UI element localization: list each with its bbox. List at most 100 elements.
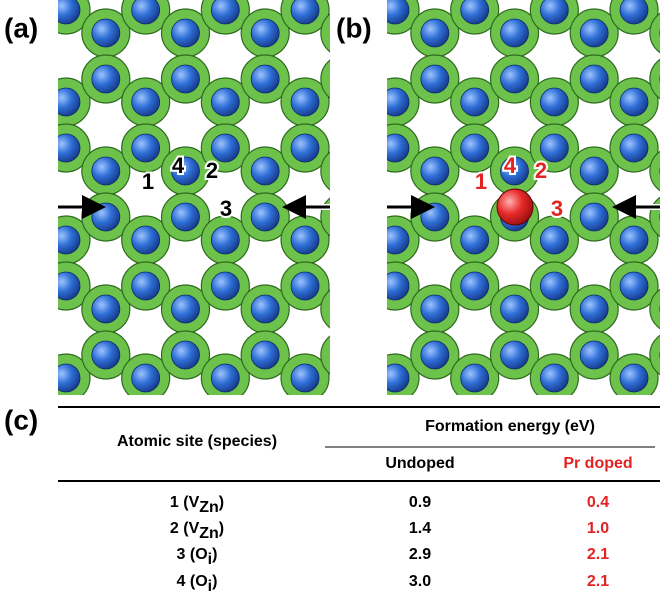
value-cell: 0.4 xyxy=(587,494,609,511)
header-cell: Atomic site (species) xyxy=(117,433,277,450)
atom xyxy=(52,226,80,254)
site-text: 4 (O xyxy=(177,573,208,590)
zn-o-ring xyxy=(321,193,369,241)
site-cell: 1 (VZn) xyxy=(170,494,224,516)
site-cell: 4 (Oi) xyxy=(177,573,218,595)
site-text: 1 (V xyxy=(170,494,200,511)
atom xyxy=(501,65,529,93)
atom xyxy=(421,65,449,93)
subscript: Zn xyxy=(199,499,219,516)
atom xyxy=(52,88,80,116)
atom xyxy=(52,0,80,24)
atom xyxy=(291,88,319,116)
site-cell: 2 (VZn) xyxy=(170,520,224,542)
atom xyxy=(501,341,529,369)
site-text: ) xyxy=(219,520,224,537)
value-cell: 3.0 xyxy=(409,573,431,590)
atom xyxy=(172,19,200,47)
atom xyxy=(461,364,489,392)
atom xyxy=(52,272,80,300)
atom xyxy=(251,65,279,93)
atom xyxy=(172,295,200,323)
atom xyxy=(381,364,409,392)
atom xyxy=(52,364,80,392)
zn-o-ring xyxy=(321,55,369,103)
pr-dopant xyxy=(497,189,533,225)
atom xyxy=(291,272,319,300)
atom xyxy=(540,88,568,116)
zn-o-ring xyxy=(321,147,369,195)
atom xyxy=(291,226,319,254)
atom xyxy=(52,410,80,438)
atom xyxy=(501,295,529,323)
atom xyxy=(620,410,648,438)
lattice-a xyxy=(42,0,369,448)
atom xyxy=(251,203,279,231)
atom xyxy=(620,272,648,300)
atom xyxy=(251,157,279,185)
atom xyxy=(620,364,648,392)
atom xyxy=(540,226,568,254)
value-cell: 0.9 xyxy=(409,494,431,511)
site-text: ) xyxy=(212,573,217,590)
atom xyxy=(331,65,359,93)
atom xyxy=(251,341,279,369)
site-text: ) xyxy=(219,494,224,511)
atom xyxy=(461,272,489,300)
atom xyxy=(580,19,608,47)
atom xyxy=(580,157,608,185)
atom xyxy=(211,0,239,24)
atom xyxy=(381,226,409,254)
atom xyxy=(132,364,160,392)
atom xyxy=(291,410,319,438)
site-text: 2 (V xyxy=(170,520,200,537)
atom xyxy=(331,203,359,231)
header-cell: Formation energy (eV) xyxy=(425,418,595,435)
atom xyxy=(421,295,449,323)
atom xyxy=(381,410,409,438)
panel-label: (a) xyxy=(4,12,38,43)
page: {"panels": [ {"label": "(a)", "sites": [… xyxy=(0,0,660,609)
atom xyxy=(331,157,359,185)
panel-label: (c) xyxy=(4,404,38,435)
atom xyxy=(580,295,608,323)
atom xyxy=(540,0,568,24)
site-cell: 3 (Oi) xyxy=(177,546,218,568)
value-cell: 2.1 xyxy=(587,573,609,590)
value-cell: 1.4 xyxy=(409,520,431,537)
header-cell: Undoped xyxy=(385,455,454,472)
atom xyxy=(291,364,319,392)
atom xyxy=(461,88,489,116)
atom xyxy=(580,65,608,93)
atom xyxy=(92,157,120,185)
atom xyxy=(132,0,160,24)
atom xyxy=(461,134,489,162)
atom xyxy=(381,88,409,116)
atom xyxy=(211,226,239,254)
atom xyxy=(580,341,608,369)
atom xyxy=(132,226,160,254)
atom xyxy=(172,203,200,231)
site-label: 3 xyxy=(551,196,563,221)
atom xyxy=(251,19,279,47)
panel-label: (b) xyxy=(336,12,372,43)
site-label: 2 xyxy=(535,158,547,183)
atom xyxy=(291,0,319,24)
value-cell: 2.1 xyxy=(587,546,609,563)
atom xyxy=(381,134,409,162)
atom xyxy=(132,272,160,300)
site-text: ) xyxy=(212,546,217,563)
subscript: Zn xyxy=(199,525,219,542)
atom xyxy=(501,19,529,47)
site-label: 2 xyxy=(206,158,218,183)
value-cell: 1.0 xyxy=(587,520,609,537)
atom xyxy=(620,134,648,162)
atom xyxy=(172,65,200,93)
figure: (a) (b) 1 2 3 4 1 2 3 4 (c) Atomic site … xyxy=(0,0,660,609)
atom xyxy=(211,272,239,300)
atom xyxy=(211,364,239,392)
site-label: 1 xyxy=(142,169,154,194)
site-text: 3 (O xyxy=(177,546,208,563)
atom xyxy=(421,157,449,185)
